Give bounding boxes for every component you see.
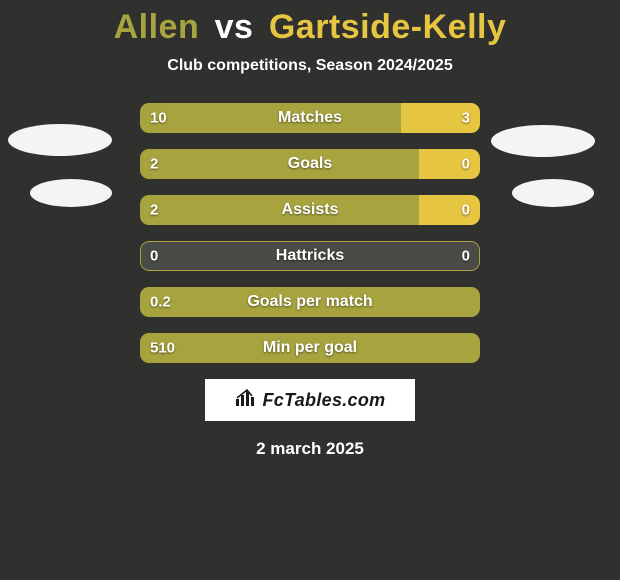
footer-date: 2 march 2025: [0, 439, 620, 459]
stat-row-matches: 10 Matches 3: [140, 103, 480, 133]
stat-row-goals: 2 Goals 0: [140, 149, 480, 179]
stat-label: Goals: [288, 155, 332, 173]
comparison-title: Allen vs Gartside-Kelly: [0, 0, 620, 47]
stat-row-min-per-goal: 510 Min per goal: [140, 333, 480, 363]
stat-label: Assists: [282, 201, 339, 219]
comparison-chart: 10 Matches 3 2 Goals 0 2 Assists 0 0 Hat…: [0, 103, 620, 459]
player2-bar: [419, 149, 480, 179]
player1-value: 2: [150, 156, 158, 173]
subtitle-text: Club competitions, Season 2024/2025: [0, 57, 620, 75]
player2-avatar: [491, 125, 595, 157]
player1-avatar: [8, 124, 112, 156]
player1-bar: [140, 195, 419, 225]
player2-bar: [419, 195, 480, 225]
player1-value: 10: [150, 110, 167, 127]
player1-bar: [140, 103, 401, 133]
player2-value: 0: [462, 156, 470, 173]
player1-value: 510: [150, 340, 175, 357]
player1-bar: [140, 149, 419, 179]
player2-value: 0: [462, 202, 470, 219]
player1-value: 0: [150, 248, 158, 265]
badge-text: FcTables.com: [263, 390, 386, 411]
stat-label: Goals per match: [247, 293, 372, 311]
player1-value: 0.2: [150, 294, 171, 311]
stat-row-hattricks: 0 Hattricks 0: [140, 241, 480, 271]
stat-label: Matches: [278, 109, 342, 127]
player2-club-badge: [512, 179, 594, 207]
player1-club-badge: [30, 179, 112, 207]
bar-chart-icon: [235, 389, 263, 412]
player1-name: Allen: [114, 8, 200, 46]
stat-label: Min per goal: [263, 339, 357, 357]
player1-value: 2: [150, 202, 158, 219]
fctables-badge[interactable]: FcTables.com: [205, 379, 415, 421]
player2-name: Gartside-Kelly: [269, 8, 507, 46]
stat-label: Hattricks: [276, 247, 344, 265]
vs-separator: vs: [215, 8, 254, 46]
stat-row-goals-per-match: 0.2 Goals per match: [140, 287, 480, 317]
stat-row-assists: 2 Assists 0: [140, 195, 480, 225]
player2-value: 3: [462, 110, 470, 127]
player2-value: 0: [462, 248, 470, 265]
